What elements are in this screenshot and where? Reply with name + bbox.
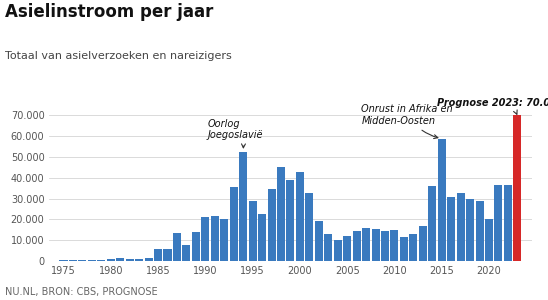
Bar xyxy=(315,221,323,261)
Bar xyxy=(267,189,276,261)
Bar xyxy=(466,200,474,261)
Bar xyxy=(78,260,87,261)
Bar xyxy=(296,172,304,261)
Bar xyxy=(201,217,209,261)
Bar xyxy=(211,216,219,261)
Bar xyxy=(305,194,313,261)
Bar xyxy=(182,245,191,261)
Bar xyxy=(277,167,285,261)
Bar xyxy=(125,259,134,261)
Bar xyxy=(107,259,115,261)
Bar xyxy=(428,186,436,261)
Text: Onrust in Afrika en
Midden-Oosten: Onrust in Afrika en Midden-Oosten xyxy=(361,104,453,139)
Bar xyxy=(476,201,483,261)
Bar xyxy=(352,231,361,261)
Bar xyxy=(88,260,96,261)
Bar xyxy=(390,230,398,261)
Bar xyxy=(98,260,105,261)
Bar xyxy=(154,249,162,261)
Bar xyxy=(400,237,408,261)
Bar xyxy=(145,258,153,261)
Bar xyxy=(287,180,294,261)
Bar xyxy=(438,139,446,261)
Text: Totaal van asielverzoeken en nareizigers: Totaal van asielverzoeken en nareizigers xyxy=(5,51,232,61)
Bar xyxy=(239,152,247,261)
Text: Prognose 2023: 70.000: Prognose 2023: 70.000 xyxy=(437,98,548,114)
Bar xyxy=(192,232,200,261)
Bar xyxy=(409,234,418,261)
Bar xyxy=(494,185,503,261)
Bar xyxy=(372,229,380,261)
Bar xyxy=(249,201,256,261)
Bar xyxy=(163,249,172,261)
Text: Asielinstroom per jaar: Asielinstroom per jaar xyxy=(5,3,214,21)
Bar xyxy=(419,226,427,261)
Text: NU.NL, BRON: CBS, PROGNOSE: NU.NL, BRON: CBS, PROGNOSE xyxy=(5,287,158,297)
Bar xyxy=(69,260,77,261)
Bar xyxy=(258,214,266,261)
Bar xyxy=(116,258,124,261)
Bar xyxy=(334,240,342,261)
Bar xyxy=(220,219,229,261)
Bar xyxy=(485,219,493,261)
Bar xyxy=(135,259,143,261)
Text: Oorlog
Joegoslavië: Oorlog Joegoslavië xyxy=(207,119,262,148)
Bar xyxy=(381,231,389,261)
Bar xyxy=(343,236,351,261)
Bar xyxy=(173,233,181,261)
Bar xyxy=(60,260,67,261)
Bar xyxy=(513,116,521,261)
Bar xyxy=(447,196,455,261)
Bar xyxy=(324,234,332,261)
Bar xyxy=(504,185,512,261)
Bar xyxy=(362,228,370,261)
Bar xyxy=(230,188,238,261)
Bar xyxy=(456,193,465,261)
